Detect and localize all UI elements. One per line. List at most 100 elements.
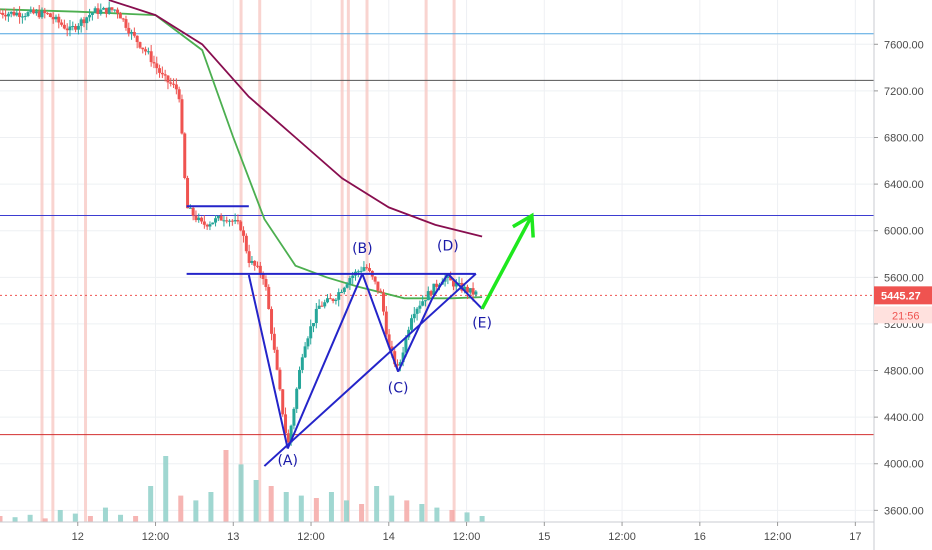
candle-body xyxy=(208,224,212,227)
candle-body xyxy=(1,12,5,15)
volume-bar xyxy=(223,450,229,522)
candle-body xyxy=(9,11,13,14)
candle-body xyxy=(270,309,274,334)
y-tick-label: 4000.00 xyxy=(884,459,924,471)
volume-bar xyxy=(87,516,93,522)
projection-arrow[interactable] xyxy=(480,212,535,310)
y-tick-label: 6400.00 xyxy=(884,179,924,191)
candle-body xyxy=(172,83,176,85)
candle-body xyxy=(323,302,327,307)
volume-bar xyxy=(389,495,395,522)
candle-body xyxy=(384,311,388,335)
candle-body xyxy=(65,28,69,31)
candle-body xyxy=(446,276,450,278)
candle-body xyxy=(312,323,316,327)
x-tick-label: 17 xyxy=(849,531,861,543)
candle-body xyxy=(454,283,458,287)
candle-body xyxy=(409,318,413,330)
arrow-shaft[interactable] xyxy=(480,214,534,310)
arrow-head[interactable] xyxy=(512,212,535,238)
volume-bar xyxy=(344,500,350,522)
candle-body xyxy=(216,215,220,219)
pattern-line[interactable] xyxy=(431,273,449,299)
horizontal-levels[interactable] xyxy=(0,33,874,436)
candle-body xyxy=(186,177,190,209)
candle-body xyxy=(62,24,66,29)
pattern-line[interactable] xyxy=(247,274,289,449)
candle-body xyxy=(155,63,159,69)
countdown-value: 21:56 xyxy=(892,310,920,322)
volume-bar xyxy=(72,513,78,522)
candle-body xyxy=(54,16,58,20)
countdown-tag xyxy=(874,306,932,324)
candle-body xyxy=(85,17,89,24)
volume-bars xyxy=(0,450,485,522)
candle-body xyxy=(393,351,397,365)
pattern-line[interactable] xyxy=(263,273,477,467)
time-highlight xyxy=(239,0,243,522)
candle-body xyxy=(233,220,237,222)
volume-bar xyxy=(328,492,334,522)
candle-body xyxy=(0,12,2,14)
volume-bar xyxy=(238,464,244,522)
time-highlight xyxy=(424,0,428,522)
candle-body xyxy=(395,364,399,366)
candle-body xyxy=(211,222,215,225)
candle-body xyxy=(90,12,94,15)
pattern-line[interactable] xyxy=(286,273,364,449)
candle-body xyxy=(432,283,436,295)
candle-body xyxy=(32,9,36,14)
pattern-line[interactable] xyxy=(397,297,434,373)
candle-body xyxy=(278,369,282,390)
candle-body xyxy=(256,265,260,267)
volume-bar xyxy=(268,486,274,522)
candle-body xyxy=(286,433,290,443)
candle-body xyxy=(79,19,83,26)
candle-body xyxy=(194,215,198,221)
candle-body xyxy=(334,299,338,302)
candle-body xyxy=(306,338,310,347)
candle-body xyxy=(57,16,61,23)
candle-body xyxy=(48,13,52,17)
candle-body xyxy=(373,276,377,282)
x-tick-label: 13 xyxy=(227,531,239,543)
volume-bar xyxy=(464,512,470,522)
candle-body xyxy=(382,292,386,312)
volume-bar xyxy=(479,516,485,522)
volume-bar xyxy=(133,516,139,522)
candle-body xyxy=(457,282,461,284)
candle-body xyxy=(292,408,296,426)
pattern-line[interactable] xyxy=(447,273,483,310)
volume-bar xyxy=(253,480,259,522)
candle-body xyxy=(219,215,223,221)
moving-average-line xyxy=(0,8,483,300)
candle-body xyxy=(368,268,372,271)
candle-body xyxy=(169,82,173,84)
candle-body xyxy=(261,274,265,279)
volume-bar xyxy=(193,500,199,522)
candle-body xyxy=(239,221,243,231)
candle-body xyxy=(342,287,346,292)
candle-body xyxy=(390,346,394,352)
candle-body xyxy=(471,288,475,295)
triangle-pattern[interactable]: (A) (B) (C) (D) (E) xyxy=(186,205,492,469)
volume-bar xyxy=(283,492,289,522)
candle-body xyxy=(99,9,103,15)
candle-body xyxy=(298,369,302,389)
y-tick-label: 7200.00 xyxy=(884,86,924,98)
candle-body xyxy=(96,8,100,15)
candle-body xyxy=(337,292,341,300)
candle-body xyxy=(188,207,192,209)
candle-body xyxy=(29,9,33,13)
candle-body xyxy=(295,388,299,409)
candle-body xyxy=(429,291,433,295)
pattern-line[interactable] xyxy=(361,273,400,373)
candle-body xyxy=(152,62,156,64)
candle-body xyxy=(40,10,44,18)
candle-body xyxy=(275,349,279,370)
x-tick-label: 12 xyxy=(72,531,84,543)
candle-body xyxy=(404,337,408,353)
candle-body xyxy=(348,278,352,285)
